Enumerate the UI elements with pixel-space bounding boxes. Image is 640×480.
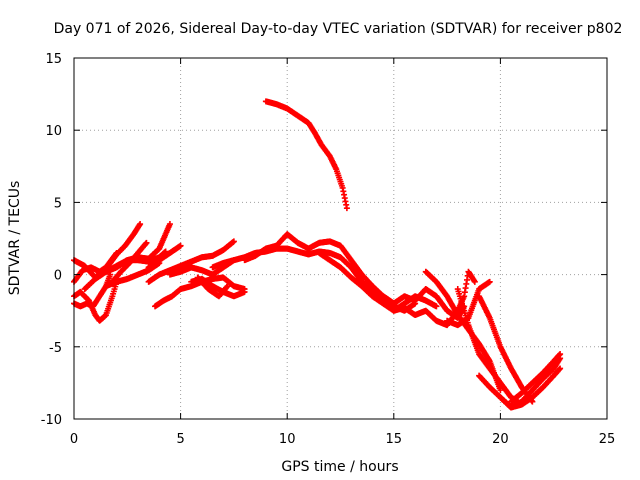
y-tick-label: -5	[49, 341, 62, 356]
y-tick-label: 0	[54, 269, 62, 284]
data-point	[486, 278, 493, 285]
axis-ticks	[73, 57, 608, 420]
series-arc-18	[262, 98, 350, 212]
y-tick-labels: -10 -5 0 5 10 15	[41, 52, 62, 428]
series-arc-10	[145, 242, 184, 271]
x-tick-labels: 0 5 10 15 20 25	[70, 432, 615, 447]
x-tick-label: 20	[492, 432, 509, 447]
x-tick-label: 10	[279, 432, 296, 447]
series-arc-19	[380, 286, 468, 321]
series-arc-12	[166, 257, 237, 278]
data-point	[224, 283, 231, 290]
data-point	[143, 239, 150, 246]
series-arc-9	[145, 238, 237, 285]
data-point	[166, 221, 173, 228]
plot-frame	[73, 57, 608, 420]
data-point	[137, 221, 144, 228]
series-arc-16	[241, 231, 397, 307]
series-arc-26	[497, 355, 564, 411]
chart-title: Day 071 of 2026, Sidereal Day-to-day VTE…	[54, 21, 623, 37]
y-tick-label: 15	[45, 52, 62, 67]
x-axis-label: GPS time / hours	[281, 459, 398, 475]
y-tick-label: 10	[45, 124, 62, 139]
series-arc-22	[444, 278, 493, 329]
series-arc-20	[390, 268, 478, 329]
series-arc-14	[194, 274, 231, 300]
data-point	[557, 365, 564, 372]
series-arc-6	[102, 221, 173, 275]
x-tick-label: 0	[70, 432, 78, 447]
data-point	[177, 242, 184, 249]
data-point	[230, 238, 237, 245]
y-tick-label: -10	[41, 413, 62, 428]
y-tick-label: 5	[54, 196, 62, 211]
grid-lines	[74, 58, 607, 419]
data-point	[343, 205, 350, 212]
x-tick-label: 25	[599, 432, 616, 447]
series-arc-27	[508, 351, 564, 405]
data-point	[433, 303, 440, 310]
data-point	[471, 278, 478, 285]
data-point	[241, 288, 248, 295]
x-tick-label: 5	[176, 432, 184, 447]
data-point	[557, 351, 564, 358]
y-axis-label: SDTVAR / TECUs	[7, 181, 23, 296]
data-points	[71, 98, 564, 411]
x-tick-label: 15	[386, 432, 403, 447]
series-arc-17	[316, 249, 440, 314]
